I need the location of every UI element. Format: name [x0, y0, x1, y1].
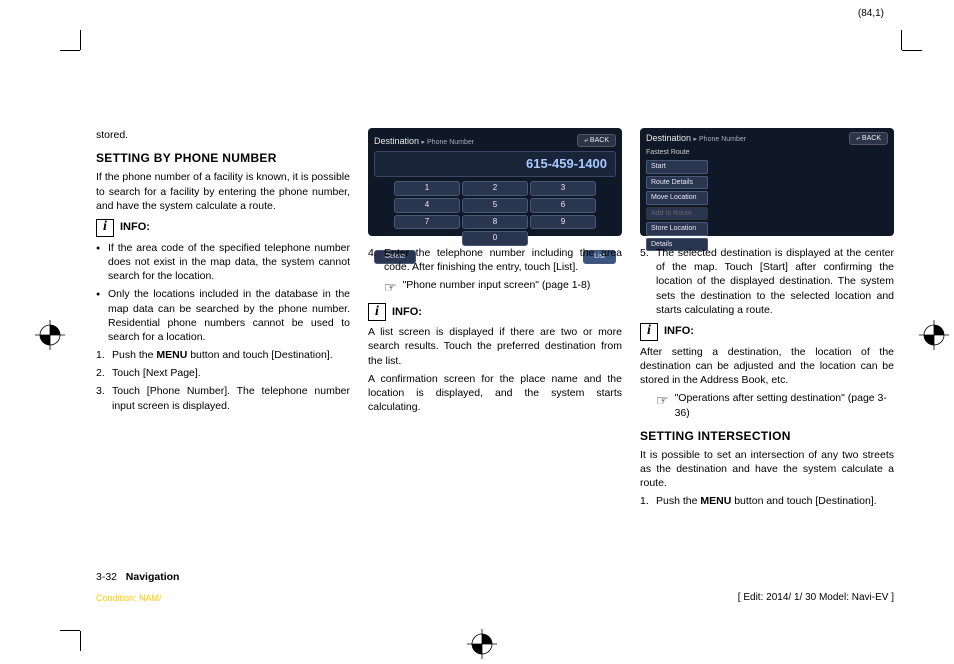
info-icon: i	[640, 323, 658, 341]
move-location-button: Move Location	[646, 191, 708, 204]
keypad-key: 3	[530, 181, 596, 196]
crop-mark	[80, 30, 81, 50]
keypad-key: 4	[394, 198, 460, 213]
keypad-key: 8	[462, 215, 528, 230]
info-text: After setting a destination, the locatio…	[640, 345, 894, 388]
info-icon: i	[368, 303, 386, 321]
cross-reference: ☞ "Phone number input screen" (page 1-8)	[384, 278, 622, 297]
info-block: i INFO:	[96, 219, 350, 237]
map-sidebar: Fastest Route Start Route Details Move L…	[646, 148, 708, 228]
step-item: Touch [Next Page].	[112, 366, 350, 380]
nav-title: Destination ▸ Phone Number	[646, 132, 746, 145]
steps-list: The selected destination is displayed at…	[640, 246, 894, 317]
add-route-button: Add to Route	[646, 207, 708, 220]
store-location-button: Store Location	[646, 222, 708, 235]
crop-mark	[901, 30, 902, 50]
bullet-item: Only the locations included in the datab…	[108, 287, 350, 344]
phone-input-screenshot: Destination ▸ Phone Number ⤶ BACK 615-45…	[368, 128, 622, 236]
back-button: ⤶ BACK	[849, 132, 888, 145]
crop-mark	[60, 630, 80, 631]
route-label: Fastest Route	[646, 148, 708, 157]
step-item: Push the MENU button and touch [Destinat…	[656, 494, 894, 508]
info-block: i INFO:	[368, 303, 622, 321]
registration-mark-icon	[35, 320, 65, 355]
info-label: INFO:	[120, 220, 150, 235]
page-content: stored. SETTING BY PHONE NUMBER If the p…	[96, 50, 894, 611]
reference-text: "Operations after setting destination" (…	[675, 391, 894, 419]
steps-list: Push the MENU button and touch [Destinat…	[96, 348, 350, 413]
intro-text: If the phone number of a facility is kno…	[96, 170, 350, 213]
info-text: A confirmation screen for the place name…	[368, 372, 622, 415]
crop-mark	[80, 631, 81, 651]
reference-icon: ☞	[656, 391, 669, 410]
info-block: i INFO:	[640, 323, 894, 341]
keypad: 1 2 3 4 5 6 7 8 9 0	[374, 181, 616, 246]
keypad-key: 0	[462, 231, 528, 246]
back-button: ⤶ BACK	[577, 134, 616, 147]
condition-text: Condition: NAM/	[96, 593, 162, 603]
keypad-key: 2	[462, 181, 528, 196]
reference-text: "Phone number input screen" (page 1-8)	[403, 278, 622, 292]
info-label: INFO:	[392, 305, 422, 320]
info-bullets: If the area code of the specified teleph…	[96, 241, 350, 344]
phone-display: 615-459-1400	[374, 151, 616, 177]
registration-mark-icon	[467, 629, 497, 664]
cross-reference: ☞ "Operations after setting destination"…	[656, 391, 894, 419]
info-label: INFO:	[664, 324, 694, 339]
keypad-key: 7	[394, 215, 460, 230]
heading-intersection: SETTING INTERSECTION	[640, 428, 894, 444]
step-item: The selected destination is displayed at…	[656, 246, 894, 317]
column-1: stored. SETTING BY PHONE NUMBER If the p…	[96, 128, 350, 611]
crop-mark	[902, 50, 922, 51]
route-details-button: Route Details	[646, 176, 708, 189]
info-icon: i	[96, 219, 114, 237]
column-3: Destination ▸ Phone Number ⤶ BACK Fastes…	[640, 128, 894, 611]
steps-list: Push the MENU button and touch [Destinat…	[640, 494, 894, 508]
info-text: A list screen is displayed if there are …	[368, 325, 622, 368]
map-screenshot: Destination ▸ Phone Number ⤶ BACK Fastes…	[640, 128, 894, 236]
registration-mark-icon	[919, 320, 949, 355]
step-item: Enter the telephone number including the…	[384, 246, 622, 274]
keypad-key: 5	[462, 198, 528, 213]
keypad-key: 9	[530, 215, 596, 230]
footer-page-section: 3-32 Navigation	[96, 571, 179, 583]
step-item: Push the MENU button and touch [Destinat…	[112, 348, 350, 362]
keypad-key: 6	[530, 198, 596, 213]
steps-list: Enter the telephone number including the…	[368, 246, 622, 274]
step-item: Touch [Phone Number]. The telephone numb…	[112, 384, 350, 412]
stored-continuation: stored.	[96, 128, 350, 142]
intro-text: It is possible to set an intersection of…	[640, 448, 894, 491]
nav-title: Destination ▸ Phone Number	[374, 135, 474, 147]
start-button: Start	[646, 160, 708, 173]
keypad-key: 1	[394, 181, 460, 196]
reference-icon: ☞	[384, 278, 397, 297]
column-2: Destination ▸ Phone Number ⤶ BACK 615-45…	[368, 128, 622, 611]
footer-edit-info: [ Edit: 2014/ 1/ 30 Model: Navi-EV ]	[738, 592, 894, 603]
bullet-item: If the area code of the specified teleph…	[108, 241, 350, 284]
heading-phone: SETTING BY PHONE NUMBER	[96, 150, 350, 166]
crop-mark	[60, 50, 80, 51]
page-number-top: (84,1)	[858, 8, 884, 19]
